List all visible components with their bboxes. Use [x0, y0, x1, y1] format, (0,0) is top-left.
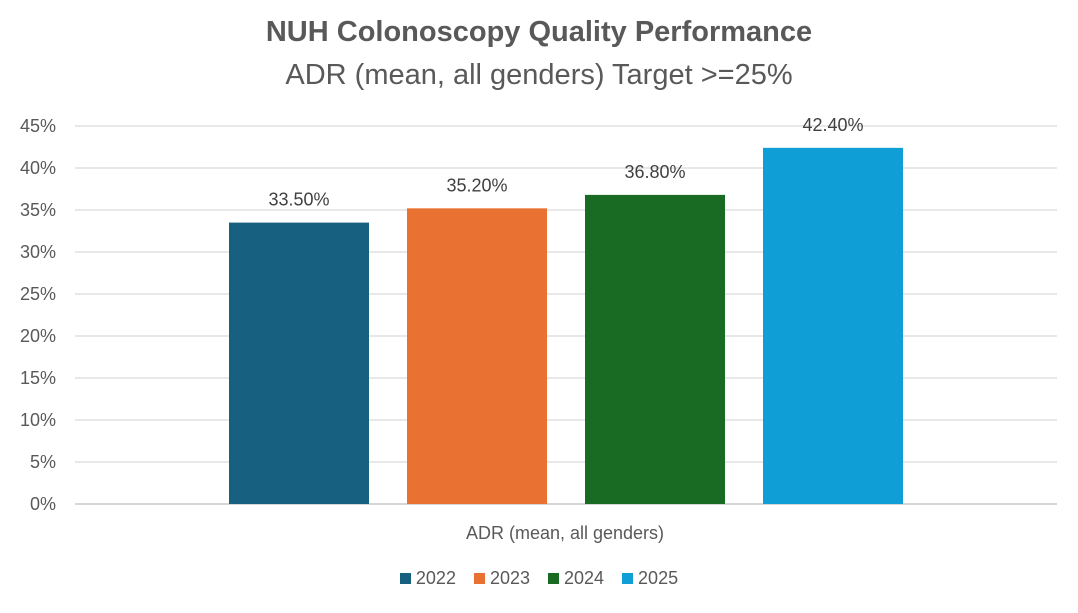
legend-item-2023: 2023	[473, 568, 530, 589]
legend-label: 2025	[638, 568, 679, 588]
chart-subtitle: ADR (mean, all genders) Target >=25%	[285, 59, 793, 91]
y-axis: 0% 5% 10% 15% 20% 25% 30% 35% 40% 45%	[20, 116, 56, 514]
gridlines	[75, 125, 1057, 505]
legend-swatch	[473, 573, 485, 584]
legend-swatch	[622, 573, 634, 584]
bar-2024	[585, 194, 725, 504]
legend-swatch	[399, 573, 411, 584]
bar-2025	[763, 147, 903, 504]
legend-label: 2024	[564, 568, 605, 588]
legend: 2022 2023 2024 2025	[0, 568, 1078, 589]
data-label-2024: 36.80%	[624, 162, 685, 182]
y-tick-label: 20%	[20, 326, 56, 346]
bars	[229, 147, 903, 504]
legend-swatch	[548, 573, 559, 584]
y-tick-label: 25%	[20, 284, 56, 304]
y-tick-label: 30%	[20, 242, 56, 262]
legend-item-2025: 2025	[622, 568, 678, 589]
data-label-2023: 35.20%	[446, 175, 507, 195]
data-labels: 33.50% 35.20% 36.80% 42.40%	[268, 115, 863, 210]
legend-label: 2022	[415, 568, 456, 588]
legend-item-2022: 2022	[399, 568, 456, 589]
data-label-2025: 42.40%	[802, 115, 863, 135]
bar-2023	[407, 208, 547, 504]
y-tick-label: 40%	[20, 158, 56, 178]
y-tick-label: 15%	[20, 368, 56, 388]
legend-item-2024: 2024	[548, 568, 604, 589]
chart-title: NUH Colonoscopy Quality Performance	[265, 16, 813, 48]
plot-area: 0% 5% 10% 15% 20% 25% 30% 35% 40% 45% 33.50% 35.20…	[20, 115, 1057, 543]
bar-2022	[229, 222, 369, 504]
y-tick-label: 10%	[20, 410, 56, 430]
y-tick-label: 5%	[30, 452, 56, 472]
y-tick-label: 35%	[20, 200, 56, 220]
y-tick-label: 0%	[30, 494, 56, 514]
data-label-2022: 33.50%	[268, 190, 329, 210]
legend-label: 2023	[489, 568, 530, 588]
x-axis-category-label: ADR (mean, all genders)	[466, 523, 664, 543]
y-tick-label: 45%	[20, 116, 56, 136]
